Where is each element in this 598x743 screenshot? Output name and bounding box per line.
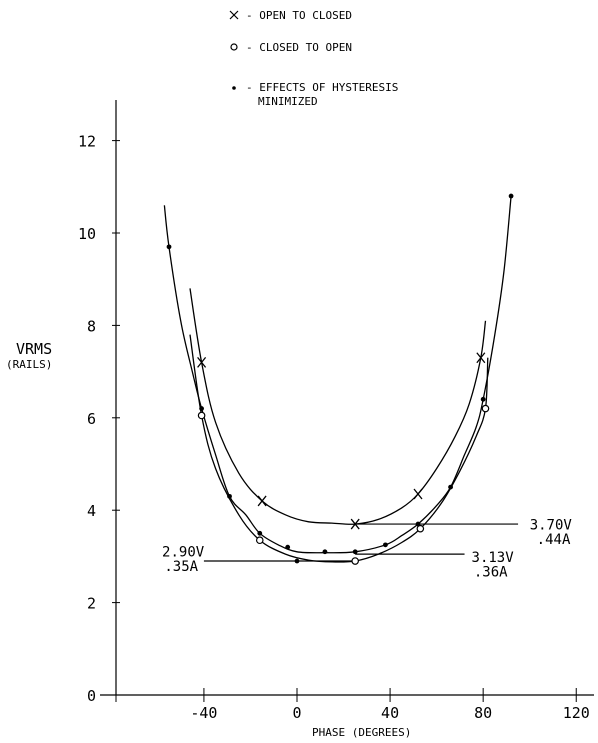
legend-marker-circle: [230, 43, 238, 51]
data-point-x: [350, 518, 360, 530]
y-tick-label: 10: [78, 225, 96, 243]
data-point-x: [476, 352, 486, 364]
axes: 0 2 4 6 8 10 12 -40 0 40 80 120: [78, 100, 594, 722]
legend-marker-dot: [232, 86, 236, 90]
data-point-dot: [352, 549, 358, 555]
ann-3-13v: 3.13V: [472, 550, 515, 566]
legend: - OPEN TO CLOSED - CLOSED TO OPEN - EFFE…: [229, 9, 398, 108]
legend-marker-x: [229, 10, 239, 20]
reference-lines: [203, 523, 519, 562]
curve-hysteresis-minimized: [163, 195, 512, 554]
curve-open-to-closed: [189, 288, 487, 525]
ann-44a: .44A: [537, 532, 571, 548]
x-tick-label: 0: [292, 704, 301, 722]
ann-35a: .35A: [164, 559, 198, 575]
data-point-circle: [255, 536, 264, 545]
x-tick-label: -40: [190, 704, 217, 722]
data-point-x-stroke: [257, 495, 267, 507]
y-tick-label: 8: [87, 317, 96, 335]
annotations: 3.70V.44A 2.90V.35A 3.13V.36A: [162, 518, 572, 581]
data-point-dot: [227, 493, 232, 499]
legend-label-open-to-closed: - OPEN TO CLOSED: [246, 9, 352, 22]
data-point-circle: [351, 557, 359, 565]
data-point-circle: [481, 404, 490, 413]
data-point-dot: [166, 244, 172, 250]
data-point-x-stroke: [476, 352, 486, 364]
data-point-x: [197, 356, 207, 368]
legend-label-closed-to-open: - CLOSED TO OPEN: [246, 41, 352, 54]
data-point-x-stroke: [197, 356, 207, 368]
data-point-x: [413, 488, 423, 500]
curve-closed-to-open: [189, 334, 489, 563]
legend-label-minimized: MINIMIZED: [258, 95, 318, 108]
data-point-dot: [480, 396, 486, 402]
y-axis-label: VRMS: [16, 340, 52, 358]
data-point-dot: [508, 193, 514, 199]
data-point-dot: [383, 542, 388, 548]
y-tick-label: 4: [87, 502, 96, 520]
data-point-circle: [197, 411, 206, 420]
y-axis-sublabel: (RAILS): [6, 358, 52, 371]
data-markers: [166, 193, 514, 565]
y-tick-label: 12: [78, 133, 96, 151]
y-tick-label: 6: [87, 410, 96, 428]
data-point-x: [257, 495, 267, 507]
ann-3-70v: 3.70V: [530, 518, 573, 534]
data-point-x-stroke: [413, 488, 423, 500]
data-point-dot: [415, 521, 421, 527]
legend-label-effects-of-hysteresis: - EFFECTS OF HYSTERESIS: [246, 81, 398, 94]
x-tick-label: 40: [381, 704, 399, 722]
data-point-dot: [448, 484, 453, 490]
x-tick-label: 80: [474, 704, 492, 722]
data-point-dot: [257, 530, 263, 536]
data-point-dot: [294, 558, 300, 564]
ann-36a: .36A: [474, 564, 508, 580]
data-point-circle: [416, 524, 425, 533]
data-point-x-stroke: [350, 518, 360, 530]
x-tick-label: 120: [563, 704, 590, 722]
data-point-dot: [322, 549, 328, 555]
x-axis-label: PHASE (DEGREES): [312, 726, 411, 739]
ann-2-90v: 2.90V: [162, 544, 205, 560]
curves: [163, 195, 512, 563]
data-point-dot: [285, 544, 291, 550]
y-tick-label: 2: [87, 595, 96, 613]
y-tick-label: 0: [87, 687, 96, 705]
data-point-dot: [199, 406, 204, 411]
